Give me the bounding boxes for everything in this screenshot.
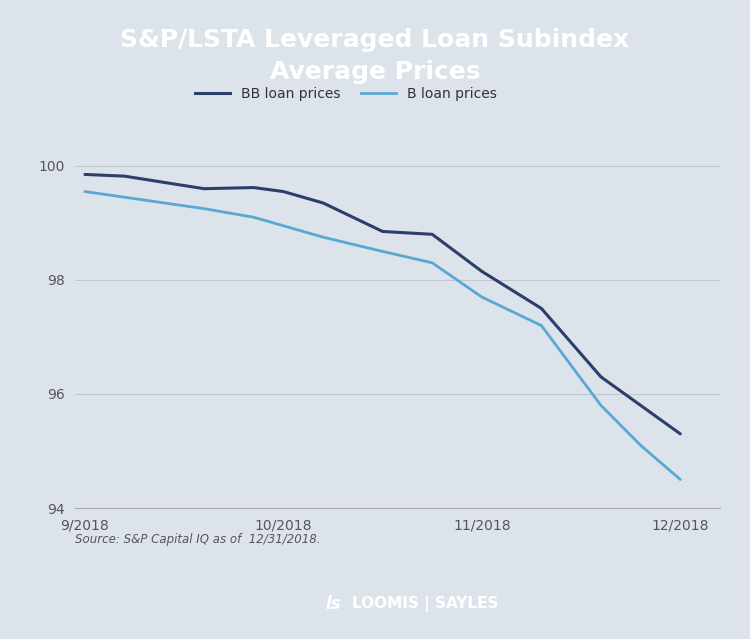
Text: Source: S&P Capital IQ as of  12/31/2018.: Source: S&P Capital IQ as of 12/31/2018. [75, 534, 320, 546]
Text: LOOMIS | SAYLES: LOOMIS | SAYLES [352, 596, 499, 612]
Text: S&P/LSTA Leveraged Loan Subindex
Average Prices: S&P/LSTA Leveraged Loan Subindex Average… [121, 28, 629, 84]
Text: ls: ls [326, 595, 341, 613]
Legend: BB loan prices, B loan prices: BB loan prices, B loan prices [190, 81, 502, 107]
